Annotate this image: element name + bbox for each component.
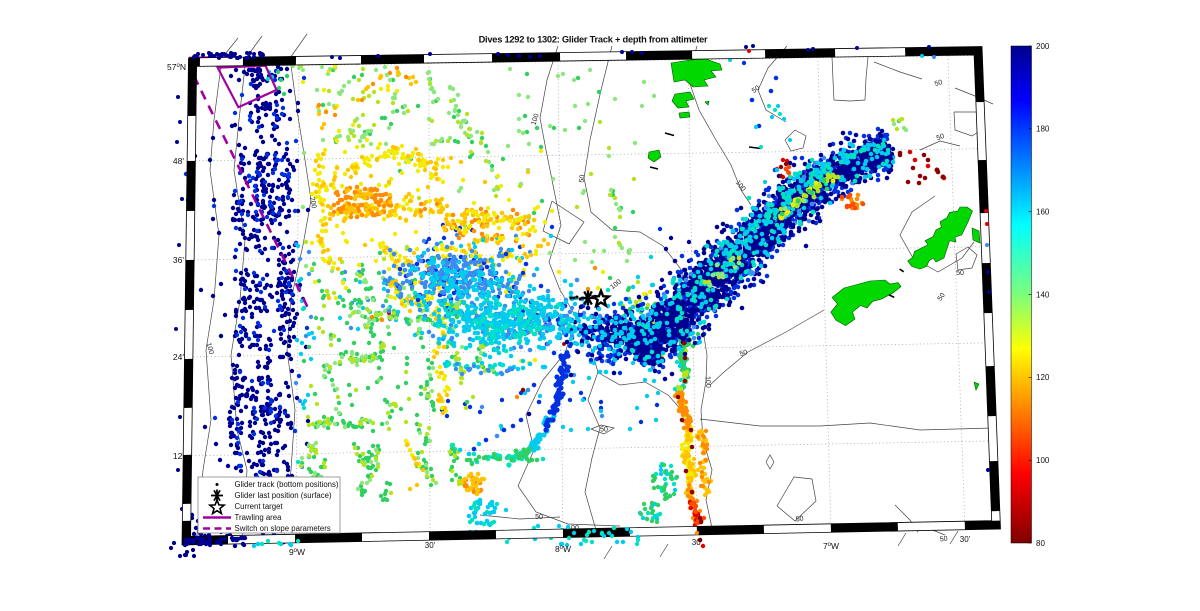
svg-text:180: 180 (1036, 125, 1050, 134)
svg-text:50: 50 (535, 514, 543, 521)
svg-text:57oN: 57oN (167, 62, 186, 72)
svg-text:30': 30' (425, 541, 436, 550)
svg-text:30': 30' (960, 535, 971, 544)
svg-text:100: 100 (1036, 456, 1050, 465)
svg-text:80: 80 (1036, 539, 1045, 548)
svg-text:36': 36' (173, 255, 184, 265)
svg-text:8oW: 8oW (555, 544, 571, 554)
svg-text:50: 50 (751, 85, 761, 95)
svg-text:12': 12' (173, 451, 184, 461)
svg-text:9oW: 9oW (289, 547, 305, 557)
svg-text:Dives 1292 to 1302: Glider Tra: Dives 1292 to 1302: Glider Track + depth… (479, 35, 708, 45)
svg-text:120: 120 (1036, 373, 1050, 382)
svg-text:50: 50 (936, 133, 946, 142)
svg-text:50: 50 (937, 292, 947, 302)
svg-text:24': 24' (173, 352, 184, 362)
svg-text:200: 200 (1036, 42, 1050, 51)
svg-text:Glider last position (surface): Glider last position (surface) (235, 491, 332, 500)
svg-text:Switch on slope parameters: Switch on slope parameters (235, 524, 331, 533)
svg-text:50: 50 (600, 427, 608, 434)
svg-text:7oW: 7oW (823, 541, 839, 551)
svg-text:50: 50 (956, 270, 964, 277)
svg-text:Current target: Current target (235, 502, 284, 511)
svg-text:Trawling area: Trawling area (235, 513, 283, 522)
svg-text:48': 48' (173, 156, 184, 166)
svg-text:50: 50 (795, 515, 804, 523)
svg-text:50: 50 (939, 535, 948, 543)
svg-text:50: 50 (934, 79, 943, 88)
svg-text:100: 100 (530, 113, 540, 126)
svg-text:160: 160 (1036, 207, 1050, 216)
svg-text:140: 140 (1036, 290, 1050, 299)
svg-text:50: 50 (578, 174, 586, 183)
svg-text:200: 200 (308, 196, 317, 209)
svg-text:30': 30' (692, 538, 703, 547)
svg-text:Glider track (bottom positions: Glider track (bottom positions) (235, 480, 339, 489)
svg-text:100: 100 (205, 342, 215, 355)
svg-text:100: 100 (704, 376, 711, 388)
svg-text:50: 50 (739, 349, 748, 358)
